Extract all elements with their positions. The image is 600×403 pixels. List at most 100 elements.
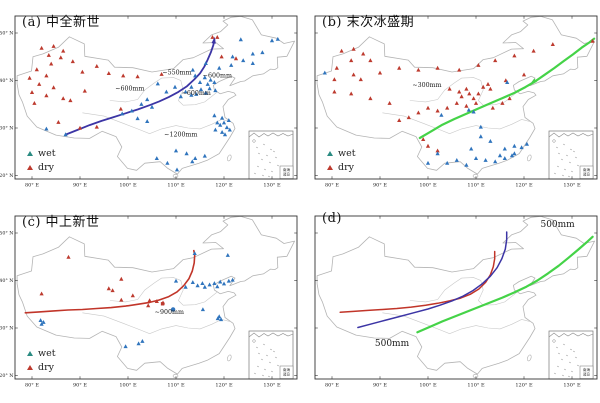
wet-marker xyxy=(197,80,203,84)
dry-marker xyxy=(521,72,527,77)
x-tick-label: 90° E xyxy=(73,383,87,389)
wet-marker xyxy=(212,113,217,118)
wet-marker xyxy=(220,115,225,120)
inset-island-mark xyxy=(574,356,578,359)
dry-marker xyxy=(416,67,421,72)
x-tick-label: 130° E xyxy=(263,383,281,389)
x-tick-label: 100° E xyxy=(419,183,437,189)
dry-marker xyxy=(39,45,44,50)
site-circle-marker xyxy=(170,307,176,312)
yellow-river xyxy=(109,277,217,306)
panel-a: 南海 诸岛 ~550mm ~600mm ~600mm ~600mm ~1200mm 80° E… xyxy=(0,0,300,203)
dry-marker xyxy=(94,124,99,129)
dry-marker xyxy=(471,96,476,101)
wet-marker xyxy=(120,111,125,116)
inset-island-mark xyxy=(565,354,569,357)
wet-marker xyxy=(220,130,225,134)
dry-marker xyxy=(49,61,54,66)
inset-island-mark xyxy=(257,352,261,355)
wet-marker xyxy=(190,159,195,164)
isoline-label: 500mm xyxy=(375,339,410,349)
isoline-label: ~300mm xyxy=(412,82,441,89)
inset-island-mark xyxy=(274,356,278,359)
inset-island-mark xyxy=(567,175,571,178)
inset-island-mark xyxy=(262,143,266,146)
dry-marker xyxy=(476,91,481,96)
dry-marker xyxy=(435,65,440,70)
inset-hainan xyxy=(252,139,256,143)
hainan-island xyxy=(472,173,479,179)
inset-island-mark xyxy=(268,361,272,364)
dry-marker xyxy=(512,53,517,58)
inset-island-mark xyxy=(568,361,572,364)
dry-marker xyxy=(435,148,440,153)
wet-marker xyxy=(149,104,155,109)
wet-marker xyxy=(269,38,275,43)
wet-marker xyxy=(473,156,479,160)
legend-c: wet dry xyxy=(27,346,56,374)
wet-marker xyxy=(502,156,507,160)
dry-marker xyxy=(421,137,426,141)
dry-marker xyxy=(121,73,126,78)
inset-island-mark xyxy=(576,164,580,167)
wet-marker xyxy=(478,124,483,129)
wet-marker xyxy=(215,120,220,125)
wet-triangle-icon xyxy=(27,150,33,156)
dry-marker xyxy=(46,53,51,57)
legend-wet-row: wet xyxy=(27,146,56,160)
dry-marker xyxy=(135,74,140,79)
isoline-label: ~600mm xyxy=(115,86,144,93)
wet-marker xyxy=(466,107,471,112)
panel-title-b: (b) 末次冰盛期 xyxy=(322,15,415,30)
isoline-label: ~550mm xyxy=(162,69,191,76)
wet-marker xyxy=(208,77,213,82)
wet-marker xyxy=(222,132,228,137)
wet-marker xyxy=(190,280,195,284)
wet-marker xyxy=(454,158,459,162)
x-tick-label: 90° E xyxy=(73,183,87,189)
inset-hainan xyxy=(252,339,256,343)
wet-marker xyxy=(173,148,179,153)
isoline-label: ~1200mm xyxy=(164,132,197,139)
dry-marker xyxy=(77,125,83,130)
dry-marker xyxy=(457,89,462,94)
wet-marker xyxy=(478,134,483,139)
wet-marker xyxy=(41,320,46,324)
x-tick-label: 80° E xyxy=(325,383,339,389)
legend-dry-row: dry xyxy=(27,160,56,174)
dry-marker xyxy=(358,77,363,82)
inset-island-mark xyxy=(253,372,257,375)
wet-marker xyxy=(226,278,231,283)
wet-marker xyxy=(207,282,212,287)
map-frame xyxy=(14,15,298,180)
x-tick-label: 100° E xyxy=(419,383,437,389)
inset-island-mark xyxy=(562,143,566,146)
dry-marker xyxy=(349,91,354,96)
wet-marker xyxy=(183,89,188,94)
dry-marker xyxy=(368,96,373,101)
dry-marker xyxy=(416,110,421,115)
legend-a: wet dry xyxy=(27,146,56,174)
x-tick-label: 120° E xyxy=(515,383,533,389)
legend-dry-label: dry xyxy=(38,161,54,173)
dry-marker xyxy=(485,82,491,86)
inset-island-mark xyxy=(561,374,565,377)
inset-island-mark xyxy=(260,358,264,361)
wet-marker xyxy=(202,284,207,289)
inset-island-mark xyxy=(267,375,271,378)
wet-marker xyxy=(445,160,450,165)
inset-island-mark xyxy=(563,368,567,371)
y-tick-label: 40° N xyxy=(0,78,14,84)
dry-marker xyxy=(476,63,481,67)
inset-island-mark xyxy=(268,161,272,164)
dry-marker xyxy=(457,67,462,72)
wet-marker xyxy=(212,281,217,285)
dry-marker xyxy=(44,93,49,98)
dry-marker xyxy=(159,72,164,76)
panel-title-a: (a) 中全新世 xyxy=(22,15,101,30)
inset-island-mark xyxy=(569,348,573,351)
